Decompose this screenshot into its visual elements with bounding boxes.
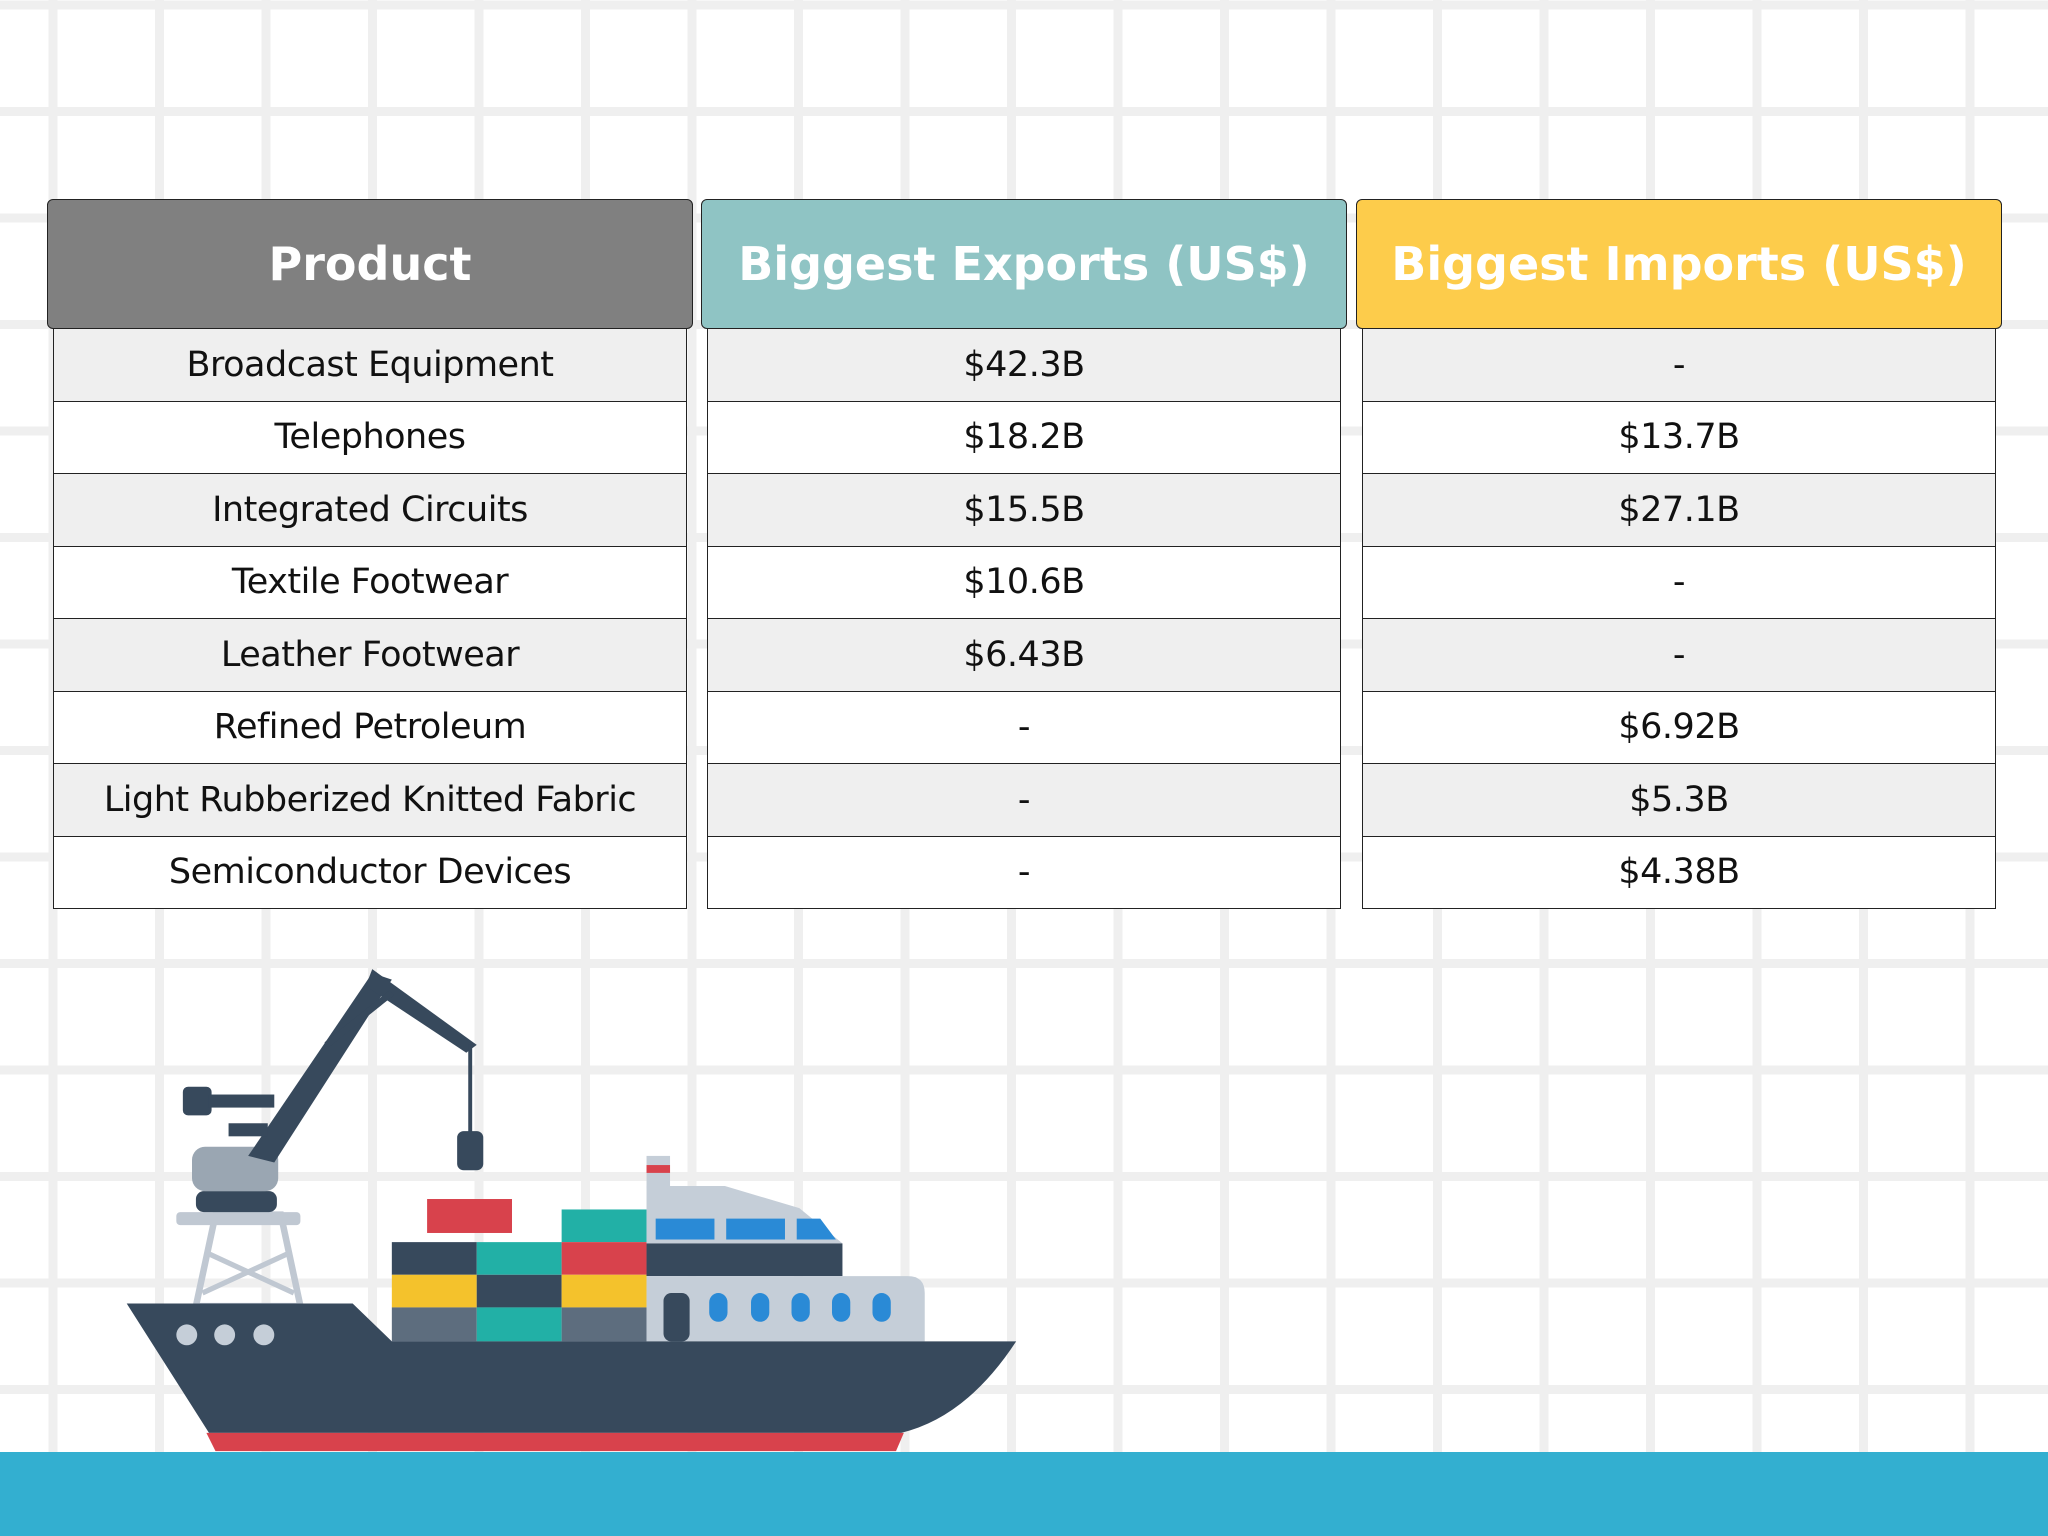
table-cell: Textile Footwear: [53, 546, 687, 619]
table-cell: $6.43B: [707, 619, 1341, 692]
table-cell: $13.7B: [1362, 401, 1996, 474]
column-header: Product: [47, 199, 693, 329]
table-cell: Light Rubberized Knitted Fabric: [53, 764, 687, 837]
table-cell: $42.3B: [707, 329, 1341, 402]
table-column: Product Broadcast Equipment Telephones Inte…: [47, 199, 693, 909]
table-column: Biggest Exports (US$) $42.3B $18.2B $15.5B $…: [701, 199, 1347, 909]
table-cell: Refined Petroleum: [53, 691, 687, 764]
table-cell: -: [1362, 619, 1996, 692]
table-cell: -: [707, 691, 1341, 764]
table-cell: Broadcast Equipment: [53, 329, 687, 402]
table-cell: Leather Footwear: [53, 619, 687, 692]
table-cell: -: [1362, 546, 1996, 619]
table-cell: Integrated Circuits: [53, 474, 687, 547]
table-cell: $10.6B: [707, 546, 1341, 619]
table-cell: $18.2B: [707, 401, 1341, 474]
ship-illustration: [126, 969, 1017, 1452]
table-cell: -: [707, 836, 1341, 909]
table-cell: $15.5B: [707, 474, 1341, 547]
column-header: Biggest Imports (US$): [1356, 199, 2002, 329]
table-cell: -: [1362, 329, 1996, 402]
table-cell: $6.92B: [1362, 691, 1996, 764]
table-column: Biggest Imports (US$) - $13.7B $27.1B - - $6.9…: [1356, 199, 2002, 909]
column-header: Biggest Exports (US$): [701, 199, 1347, 329]
table-cell: Telephones: [53, 401, 687, 474]
water: [0, 1452, 2048, 1536]
table-cell: $27.1B: [1362, 474, 1996, 547]
table-cell: $4.38B: [1362, 836, 1996, 909]
table-cell: $5.3B: [1362, 764, 1996, 837]
table-cell: -: [707, 764, 1341, 837]
table-cell: Semiconductor Devices: [53, 836, 687, 909]
